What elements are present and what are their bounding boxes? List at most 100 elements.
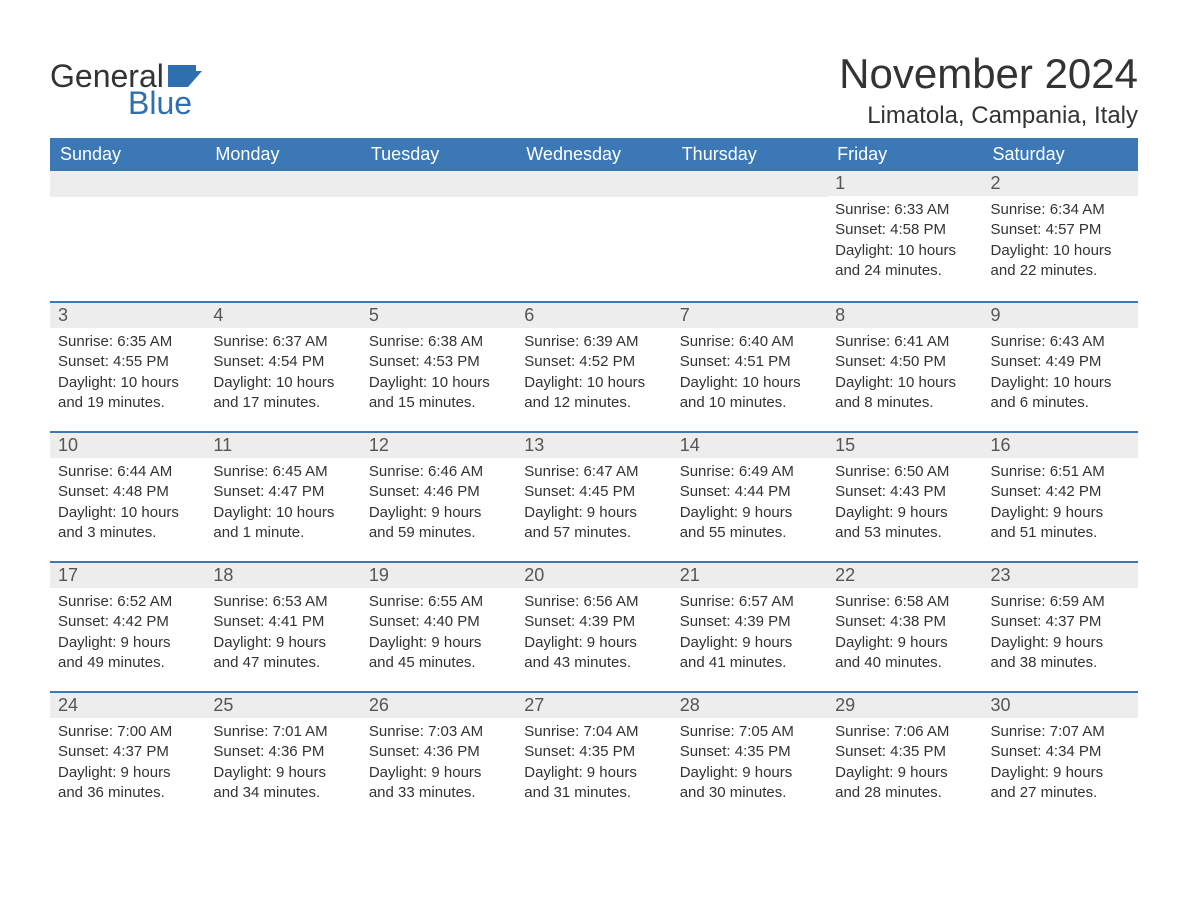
sunset-line: Sunset: 4:42 PM [991,482,1130,502]
calendar-cell: 25Sunrise: 7:01 AMSunset: 4:36 PMDayligh… [205,691,360,821]
day-number: 21 [672,561,827,588]
day-header: Sunday [50,138,205,171]
brand-logo: General Blue [50,58,202,122]
daylight-line: Daylight: 10 hours and 3 minutes. [58,503,197,544]
calendar-cell: 21Sunrise: 6:57 AMSunset: 4:39 PMDayligh… [672,561,827,691]
header-row: General Blue November 2024 Limatola, Cam… [50,30,1138,138]
sunrise-line: Sunrise: 7:05 AM [680,722,819,742]
location: Limatola, Campania, Italy [839,102,1138,130]
sunrise-line: Sunrise: 7:00 AM [58,722,197,742]
calendar-cell: 4Sunrise: 6:37 AMSunset: 4:54 PMDaylight… [205,301,360,431]
day-number: 7 [672,301,827,328]
day-details: Sunrise: 7:01 AMSunset: 4:36 PMDaylight:… [205,718,360,811]
day-details: Sunrise: 7:05 AMSunset: 4:35 PMDaylight:… [672,718,827,811]
sunrise-line: Sunrise: 6:52 AM [58,592,197,612]
day-number: 11 [205,431,360,458]
day-number: 14 [672,431,827,458]
day-number: 22 [827,561,982,588]
calendar-cell: 17Sunrise: 6:52 AMSunset: 4:42 PMDayligh… [50,561,205,691]
daylight-line: Daylight: 10 hours and 12 minutes. [524,373,663,414]
daylight-line: Daylight: 9 hours and 51 minutes. [991,503,1130,544]
daylight-line: Daylight: 9 hours and 38 minutes. [991,633,1130,674]
sunset-line: Sunset: 4:47 PM [213,482,352,502]
calendar-cell: 10Sunrise: 6:44 AMSunset: 4:48 PMDayligh… [50,431,205,561]
daylight-line: Daylight: 9 hours and 40 minutes. [835,633,974,674]
calendar-cell: 2Sunrise: 6:34 AMSunset: 4:57 PMDaylight… [983,171,1138,301]
sunset-line: Sunset: 4:40 PM [369,612,508,632]
daylight-line: Daylight: 10 hours and 10 minutes. [680,373,819,414]
sunset-line: Sunset: 4:36 PM [213,742,352,762]
sunset-line: Sunset: 4:52 PM [524,352,663,372]
sunset-line: Sunset: 4:39 PM [680,612,819,632]
empty-daynum-bar [672,171,827,197]
day-header: Thursday [672,138,827,171]
calendar-cell-empty [516,171,671,301]
sunrise-line: Sunrise: 6:33 AM [835,200,974,220]
day-header: Tuesday [361,138,516,171]
day-number: 2 [983,171,1138,196]
day-number: 3 [50,301,205,328]
title-block: November 2024 Limatola, Campania, Italy [839,30,1138,138]
sunrise-line: Sunrise: 6:46 AM [369,462,508,482]
sunset-line: Sunset: 4:34 PM [991,742,1130,762]
daylight-line: Daylight: 9 hours and 43 minutes. [524,633,663,674]
day-details: Sunrise: 6:58 AMSunset: 4:38 PMDaylight:… [827,588,982,681]
day-number: 17 [50,561,205,588]
daylight-line: Daylight: 9 hours and 45 minutes. [369,633,508,674]
day-details: Sunrise: 7:00 AMSunset: 4:37 PMDaylight:… [50,718,205,811]
day-number: 4 [205,301,360,328]
day-details: Sunrise: 6:46 AMSunset: 4:46 PMDaylight:… [361,458,516,551]
daylight-line: Daylight: 9 hours and 31 minutes. [524,763,663,804]
day-details: Sunrise: 6:43 AMSunset: 4:49 PMDaylight:… [983,328,1138,421]
day-details: Sunrise: 6:33 AMSunset: 4:58 PMDaylight:… [827,196,982,289]
day-details: Sunrise: 6:47 AMSunset: 4:45 PMDaylight:… [516,458,671,551]
sunrise-line: Sunrise: 6:44 AM [58,462,197,482]
daylight-line: Daylight: 10 hours and 15 minutes. [369,373,508,414]
day-number: 12 [361,431,516,458]
sunrise-line: Sunrise: 6:39 AM [524,332,663,352]
day-number: 20 [516,561,671,588]
calendar-cell: 12Sunrise: 6:46 AMSunset: 4:46 PMDayligh… [361,431,516,561]
daylight-line: Daylight: 9 hours and 33 minutes. [369,763,508,804]
sunset-line: Sunset: 4:51 PM [680,352,819,372]
sunset-line: Sunset: 4:35 PM [835,742,974,762]
day-details: Sunrise: 6:59 AMSunset: 4:37 PMDaylight:… [983,588,1138,681]
daylight-line: Daylight: 10 hours and 8 minutes. [835,373,974,414]
day-details: Sunrise: 6:51 AMSunset: 4:42 PMDaylight:… [983,458,1138,551]
day-details: Sunrise: 7:06 AMSunset: 4:35 PMDaylight:… [827,718,982,811]
calendar-cell: 22Sunrise: 6:58 AMSunset: 4:38 PMDayligh… [827,561,982,691]
sunrise-line: Sunrise: 6:59 AM [991,592,1130,612]
day-details: Sunrise: 7:07 AMSunset: 4:34 PMDaylight:… [983,718,1138,811]
sunrise-line: Sunrise: 7:01 AM [213,722,352,742]
day-header: Monday [205,138,360,171]
sunrise-line: Sunrise: 6:38 AM [369,332,508,352]
brand-word2: Blue [128,85,202,122]
day-number: 6 [516,301,671,328]
sunset-line: Sunset: 4:55 PM [58,352,197,372]
calendar-cell: 1Sunrise: 6:33 AMSunset: 4:58 PMDaylight… [827,171,982,301]
day-number: 28 [672,691,827,718]
calendar-cell: 20Sunrise: 6:56 AMSunset: 4:39 PMDayligh… [516,561,671,691]
sunrise-line: Sunrise: 6:45 AM [213,462,352,482]
sunset-line: Sunset: 4:37 PM [991,612,1130,632]
daylight-line: Daylight: 9 hours and 36 minutes. [58,763,197,804]
calendar-cell: 5Sunrise: 6:38 AMSunset: 4:53 PMDaylight… [361,301,516,431]
day-details: Sunrise: 6:34 AMSunset: 4:57 PMDaylight:… [983,196,1138,289]
daylight-line: Daylight: 9 hours and 47 minutes. [213,633,352,674]
calendar-cell-empty [361,171,516,301]
calendar-week: 24Sunrise: 7:00 AMSunset: 4:37 PMDayligh… [50,691,1138,821]
day-details: Sunrise: 7:04 AMSunset: 4:35 PMDaylight:… [516,718,671,811]
day-number: 23 [983,561,1138,588]
day-number: 16 [983,431,1138,458]
calendar-cell-empty [672,171,827,301]
calendar-cell: 24Sunrise: 7:00 AMSunset: 4:37 PMDayligh… [50,691,205,821]
day-number: 5 [361,301,516,328]
day-number: 8 [827,301,982,328]
sunrise-line: Sunrise: 6:41 AM [835,332,974,352]
calendar-cell: 15Sunrise: 6:50 AMSunset: 4:43 PMDayligh… [827,431,982,561]
sunset-line: Sunset: 4:35 PM [680,742,819,762]
day-number: 15 [827,431,982,458]
sunrise-line: Sunrise: 7:06 AM [835,722,974,742]
sunrise-line: Sunrise: 6:43 AM [991,332,1130,352]
sunset-line: Sunset: 4:45 PM [524,482,663,502]
